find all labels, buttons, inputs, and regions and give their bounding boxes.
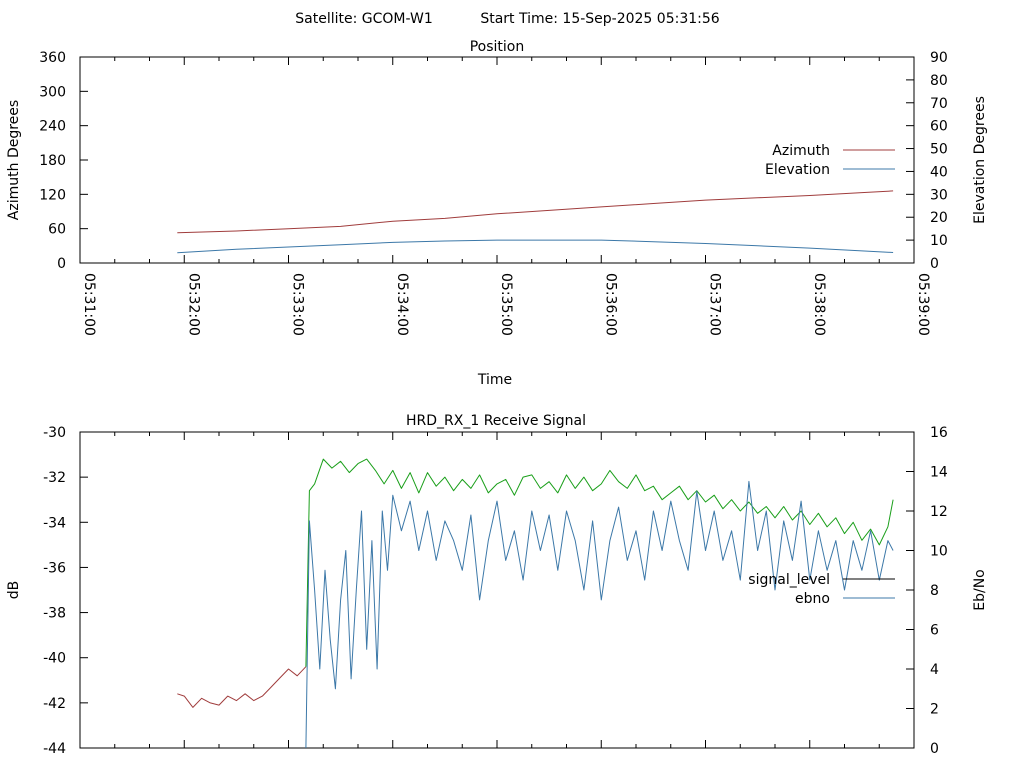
y2-tick-label: 40 (930, 164, 948, 180)
y-tick-label: -36 (43, 560, 66, 576)
y-tick-label: 60 (48, 222, 66, 238)
y2-tick-label: 10 (930, 544, 948, 560)
header-start-time: Start Time: 15-Sep-2025 05:31:56 (480, 11, 719, 27)
y2-tick-label: 10 (930, 233, 948, 249)
y2-tick-label: 70 (930, 96, 948, 112)
y2-tick-label: 14 (930, 465, 948, 481)
receive-ticks: -44 -42 -40 -38 -36 -34 -32 -30 0 2 4 6 8 10 12 14 16 (43, 425, 948, 757)
y-tick-label: 360 (39, 50, 66, 66)
y-tick-label: -38 (43, 606, 66, 622)
y-tick-label: -40 (43, 651, 66, 667)
y-tick-label: -32 (43, 470, 66, 486)
y-tick-label: 300 (39, 84, 66, 100)
position-xlabel: Time (477, 372, 512, 388)
y2-tick-label: 0 (930, 256, 939, 272)
y2-tick-label: 4 (930, 662, 939, 678)
legend-label: ebno (795, 591, 830, 607)
y2-tick-label: 20 (930, 210, 948, 226)
series-line-Elevation (177, 239, 894, 254)
y2-tick-label: 12 (930, 504, 948, 520)
position-chart-title: Position (470, 39, 525, 55)
y2-tick-label: 80 (930, 73, 948, 89)
x-tick-label: 05:39:00 (915, 273, 931, 336)
x-tick-label: 05:31:00 (81, 273, 97, 336)
legend-label: Elevation (765, 162, 830, 178)
y2-tick-label: 60 (930, 119, 948, 135)
y2-tick-label: 8 (930, 583, 939, 599)
x-tick-label: 05:37:00 (707, 273, 723, 336)
x-tick-label: 05:34:00 (394, 273, 410, 336)
y-tick-label: -34 (43, 515, 66, 531)
x-tick-label: 05:36:00 (602, 273, 618, 336)
x-tick-label: 05:33:00 (290, 273, 306, 336)
y2-tick-label: 16 (930, 425, 948, 441)
series-line-Azimuth (177, 190, 894, 234)
position-series (177, 190, 894, 254)
series-line-signal_level (177, 666, 307, 708)
position-ylabel: Azimuth Degrees (6, 100, 22, 220)
position-legend: Azimuth Elevation (765, 143, 895, 178)
header-satellite: Satellite: GCOM-W1 (295, 11, 432, 27)
receive-signal-chart: HRD_RX_1 Receive Signal -44-42-40-38-36-… (6, 413, 988, 757)
y2-tick-label: 6 (930, 623, 939, 639)
x-tick-label: 05:32:00 (185, 273, 201, 336)
position-chart: Position 05:31:00 05:32:00 05:33:00 05:34:0… (6, 39, 988, 388)
legend-label: Azimuth (772, 143, 830, 159)
y2-tick-label: 90 (930, 50, 948, 66)
x-tick-label: 05:38:00 (811, 273, 827, 336)
y-tick-label: 0 (57, 256, 66, 272)
receive-y2label: Eb/No (972, 569, 988, 611)
y2-tick-label: 30 (930, 187, 948, 203)
y-tick-label: 180 (39, 153, 66, 169)
y2-tick-label: 0 (930, 741, 939, 757)
receive-series (177, 458, 894, 749)
legend-label: signal_level (748, 572, 830, 588)
y-tick-label: 120 (39, 187, 66, 203)
y-tick-label: 240 (39, 119, 66, 135)
x-tick-label: 05:35:00 (498, 273, 514, 336)
y-tick-label: -42 (43, 696, 66, 712)
y2-tick-label: 50 (930, 142, 948, 158)
position-y2label: Elevation Degrees (972, 96, 988, 224)
receive-chart-title: HRD_RX_1 Receive Signal (406, 413, 586, 429)
receive-ylabel: dB (6, 581, 22, 600)
series-line-ebno (305, 480, 894, 749)
y2-tick-label: 2 (930, 702, 939, 718)
series-line-signal_level (305, 458, 894, 667)
y-tick-label: -30 (43, 425, 66, 441)
y-tick-label: -44 (43, 741, 66, 757)
position-ticks: 05:31:00 05:32:00 05:33:00 05:34:00 05:35:00… (39, 50, 948, 336)
